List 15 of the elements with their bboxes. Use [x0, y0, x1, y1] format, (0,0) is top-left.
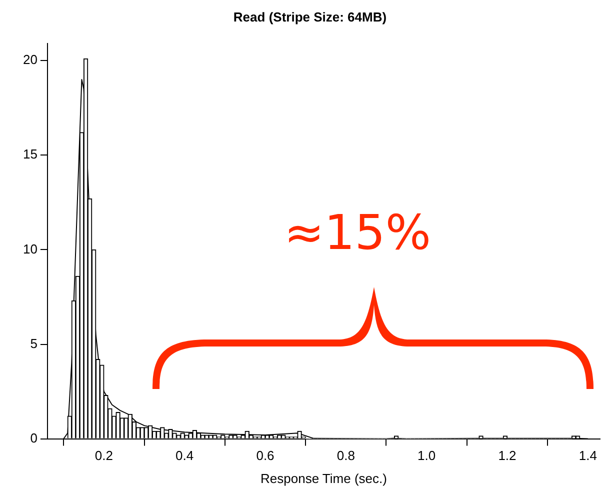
x-axis-title: Response Time (sec.)	[260, 470, 387, 486]
x-tick-label: 1.2	[498, 448, 516, 464]
x-tick-label: 0.2	[94, 448, 113, 464]
y-tick-label: 15	[22, 146, 38, 162]
y-tick-label: 10	[22, 241, 38, 256]
x-tick-label: 0.6	[256, 448, 274, 464]
x-tick-label: 0.4	[176, 448, 194, 464]
chart-title: Read (Stripe Size: 64MB)	[233, 9, 387, 24]
y-tick-label: 20	[22, 52, 38, 68]
annotation: ≈15%	[283, 205, 432, 261]
y-tick-label: 5	[30, 336, 38, 351]
x-tick-label: 1.0	[418, 448, 436, 464]
y-tick-label: 0	[30, 430, 38, 446]
x-tick-label: 1.4	[578, 448, 597, 464]
x-tick-label: 0.8	[336, 448, 355, 464]
